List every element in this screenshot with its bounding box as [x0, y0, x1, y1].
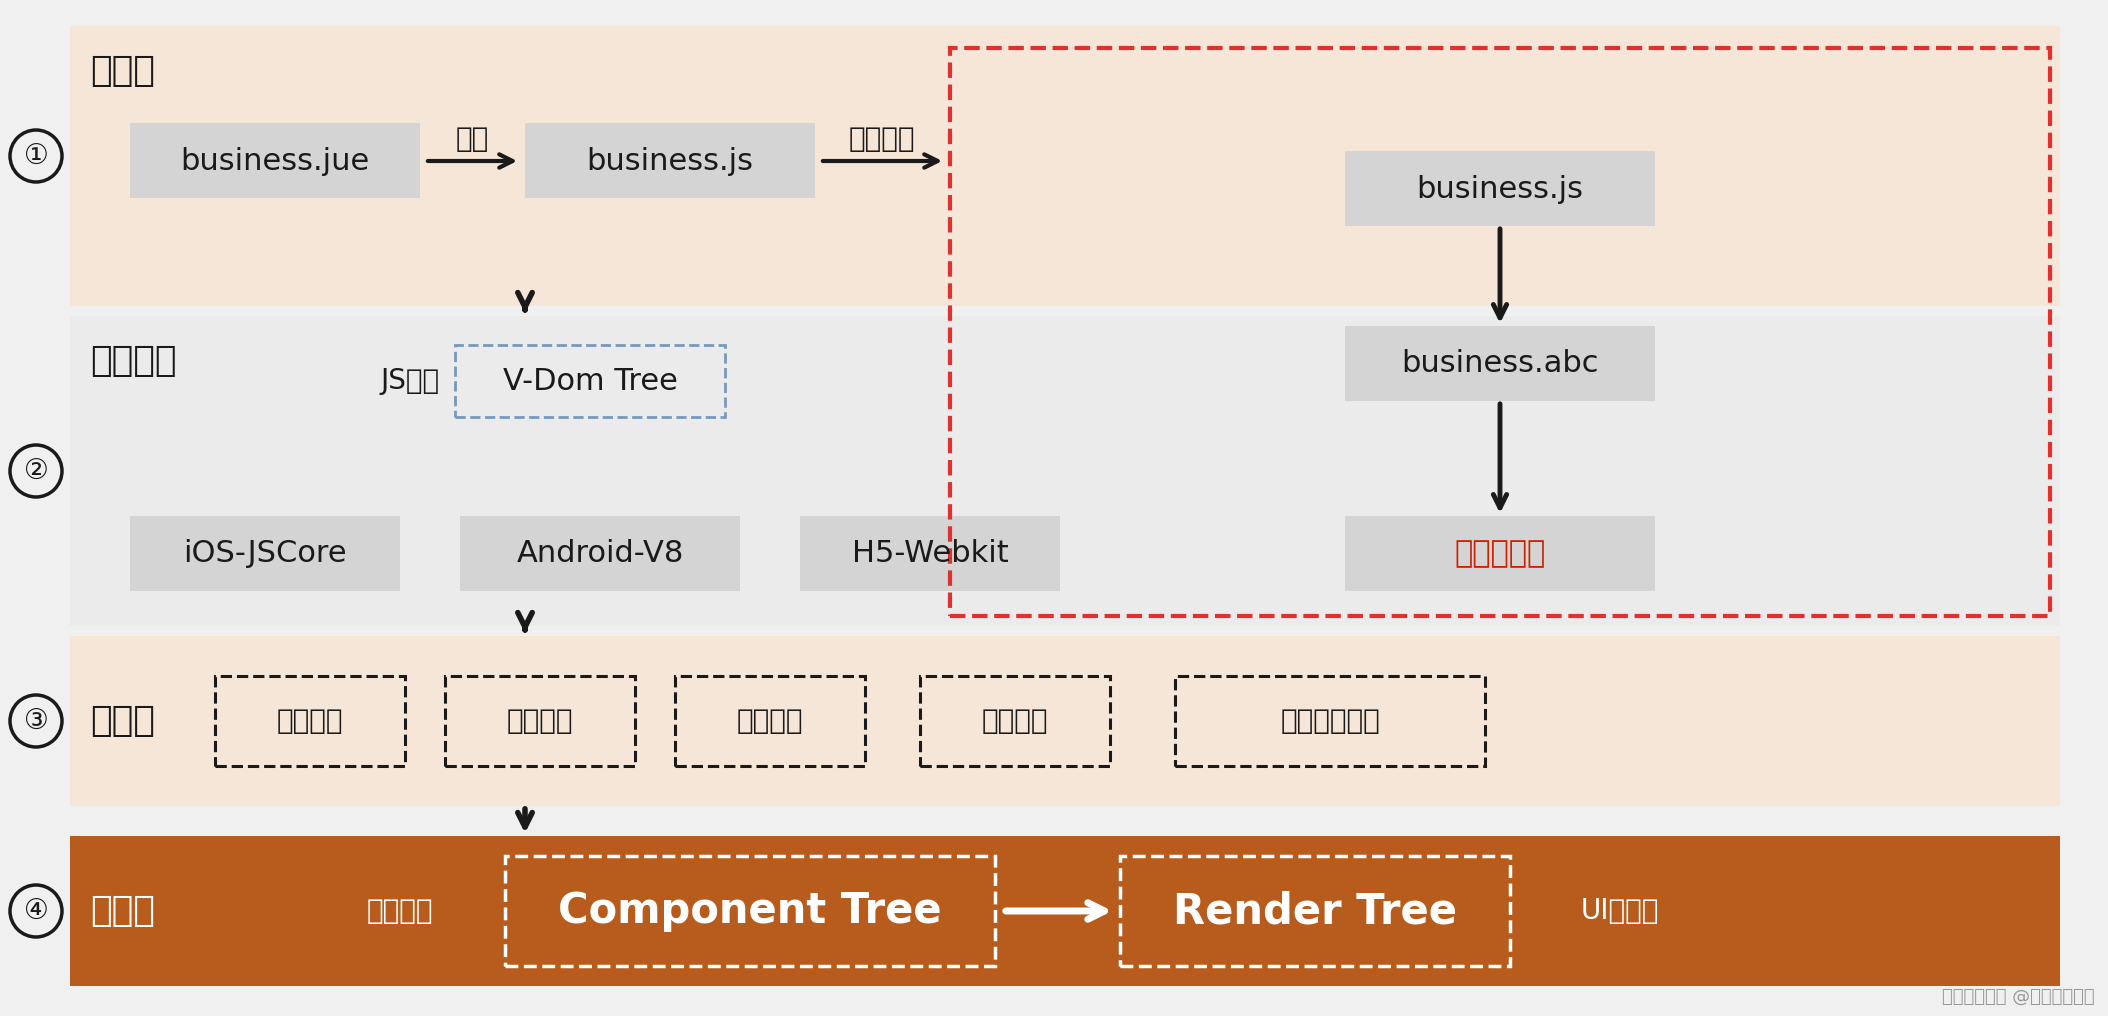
Bar — [525, 123, 816, 198]
Text: business.jue: business.jue — [181, 146, 369, 176]
Text: business.js: business.js — [586, 146, 753, 176]
Text: business.js: business.js — [1417, 175, 1583, 203]
Bar — [951, 48, 2049, 616]
Bar — [215, 676, 405, 766]
Bar — [70, 636, 2060, 806]
Text: 渲染层: 渲染层 — [91, 894, 154, 928]
Text: Android-V8: Android-V8 — [516, 539, 683, 569]
Text: 插入元素: 插入元素 — [276, 707, 344, 735]
Bar — [455, 345, 725, 417]
Text: business.abc: business.abc — [1402, 350, 1598, 379]
Text: 掘金技术社区 @京东云开发者: 掘金技术社区 @京东云开发者 — [1941, 988, 2095, 1006]
Bar — [801, 516, 1060, 591]
Text: ③: ③ — [23, 707, 48, 735]
Bar — [131, 516, 401, 591]
Text: 更新样式: 更新样式 — [738, 707, 803, 735]
Text: H5-Webkit: H5-Webkit — [852, 539, 1008, 569]
Text: Render Tree: Render Tree — [1172, 890, 1457, 932]
Bar — [919, 676, 1111, 766]
Bar — [675, 676, 864, 766]
Text: 虚拟机层: 虚拟机层 — [91, 344, 177, 378]
Text: 云端发布: 云端发布 — [850, 125, 915, 153]
Bar — [70, 316, 2060, 626]
Text: 通讯层: 通讯层 — [91, 704, 154, 738]
Text: 删除元素: 删除元素 — [506, 707, 573, 735]
Bar — [131, 123, 419, 198]
Text: 组件线程: 组件线程 — [367, 897, 434, 925]
Text: iOS-JSCore: iOS-JSCore — [183, 539, 348, 569]
Text: 业务层: 业务层 — [91, 54, 154, 88]
Bar — [445, 676, 635, 766]
Text: 更新属性: 更新属性 — [982, 707, 1048, 735]
Circle shape — [11, 695, 61, 747]
Text: Component Tree: Component Tree — [559, 890, 942, 932]
Bar — [70, 26, 2060, 306]
Bar — [1345, 151, 1655, 226]
Text: JS线程: JS线程 — [382, 367, 441, 395]
Bar — [1345, 516, 1655, 591]
Circle shape — [11, 445, 61, 497]
Text: V-Dom Tree: V-Dom Tree — [502, 367, 677, 395]
Text: 方舟虚拟机: 方舟虚拟机 — [1455, 539, 1545, 569]
Bar — [460, 516, 740, 591]
Text: ④: ④ — [23, 897, 48, 925]
Text: ②: ② — [23, 457, 48, 485]
Bar — [1345, 326, 1655, 401]
Circle shape — [11, 885, 61, 937]
Bar — [1119, 856, 1509, 966]
Text: 功能模块调用: 功能模块调用 — [1280, 707, 1381, 735]
Circle shape — [11, 130, 61, 182]
Text: ①: ① — [23, 142, 48, 170]
Text: 打包: 打包 — [455, 125, 489, 153]
Bar — [70, 836, 2060, 986]
Bar — [506, 856, 995, 966]
Text: UI主线程: UI主线程 — [1581, 897, 1659, 925]
Bar — [1174, 676, 1484, 766]
